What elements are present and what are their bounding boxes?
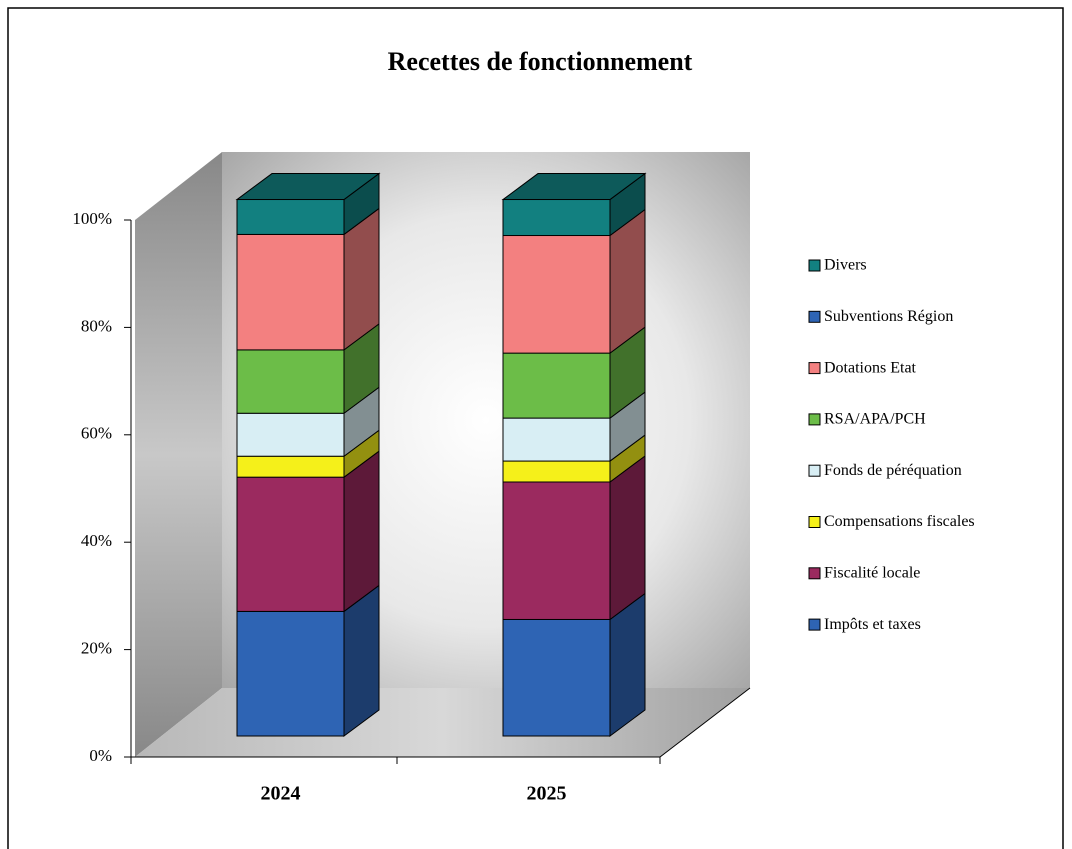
legend-swatch — [808, 259, 821, 272]
bar-top — [501, 173, 647, 201]
bar — [502, 417, 611, 462]
legend-label: Divers — [824, 257, 867, 274]
x-tick-label: 2025 — [527, 783, 567, 805]
y-tick-label: 60% — [81, 424, 112, 443]
y-tick-label: 80% — [81, 316, 112, 335]
bar — [502, 460, 611, 483]
y-tick-label: 0% — [89, 746, 112, 765]
chart-title: Recettes de fonctionnement — [388, 47, 693, 76]
bar — [236, 455, 345, 478]
bar — [236, 199, 345, 235]
bar-side — [343, 450, 380, 613]
bar-top — [235, 173, 381, 201]
y-tick-label: 40% — [81, 531, 112, 550]
x-tick-label: 2024 — [261, 783, 301, 805]
bar — [502, 199, 611, 237]
legend-swatch — [808, 413, 821, 426]
floor — [135, 688, 750, 757]
bar — [236, 349, 345, 414]
bar — [502, 352, 611, 419]
bar — [236, 476, 345, 612]
legend-label: Fiscalité locale — [824, 564, 920, 581]
floor-edge — [659, 687, 751, 758]
y-tick-label: 100% — [72, 209, 112, 228]
legend-swatch — [808, 567, 821, 580]
legend-label: Impôts et taxes — [824, 616, 921, 633]
legend-label: Compensations fiscales — [824, 513, 975, 530]
bar — [236, 610, 345, 737]
bar — [236, 412, 345, 457]
bar — [502, 618, 611, 737]
legend-label: Fonds de péréquation — [824, 462, 962, 479]
bar — [236, 233, 345, 351]
bar — [502, 481, 611, 620]
bar — [502, 235, 611, 354]
legend-swatch — [808, 362, 821, 375]
side-wall — [135, 152, 222, 757]
legend-label: Dotations Etat — [824, 359, 917, 376]
frame — [7, 7, 1064, 849]
legend-swatch — [808, 464, 821, 477]
legend-swatch — [808, 618, 821, 631]
y-tick-label: 20% — [81, 639, 112, 658]
legend-swatch — [808, 310, 821, 323]
legend-label: RSA/APA/PCH — [824, 411, 926, 428]
legend-label: Subventions Région — [824, 308, 953, 325]
bar-side — [609, 455, 646, 621]
legend-swatch — [808, 516, 821, 528]
